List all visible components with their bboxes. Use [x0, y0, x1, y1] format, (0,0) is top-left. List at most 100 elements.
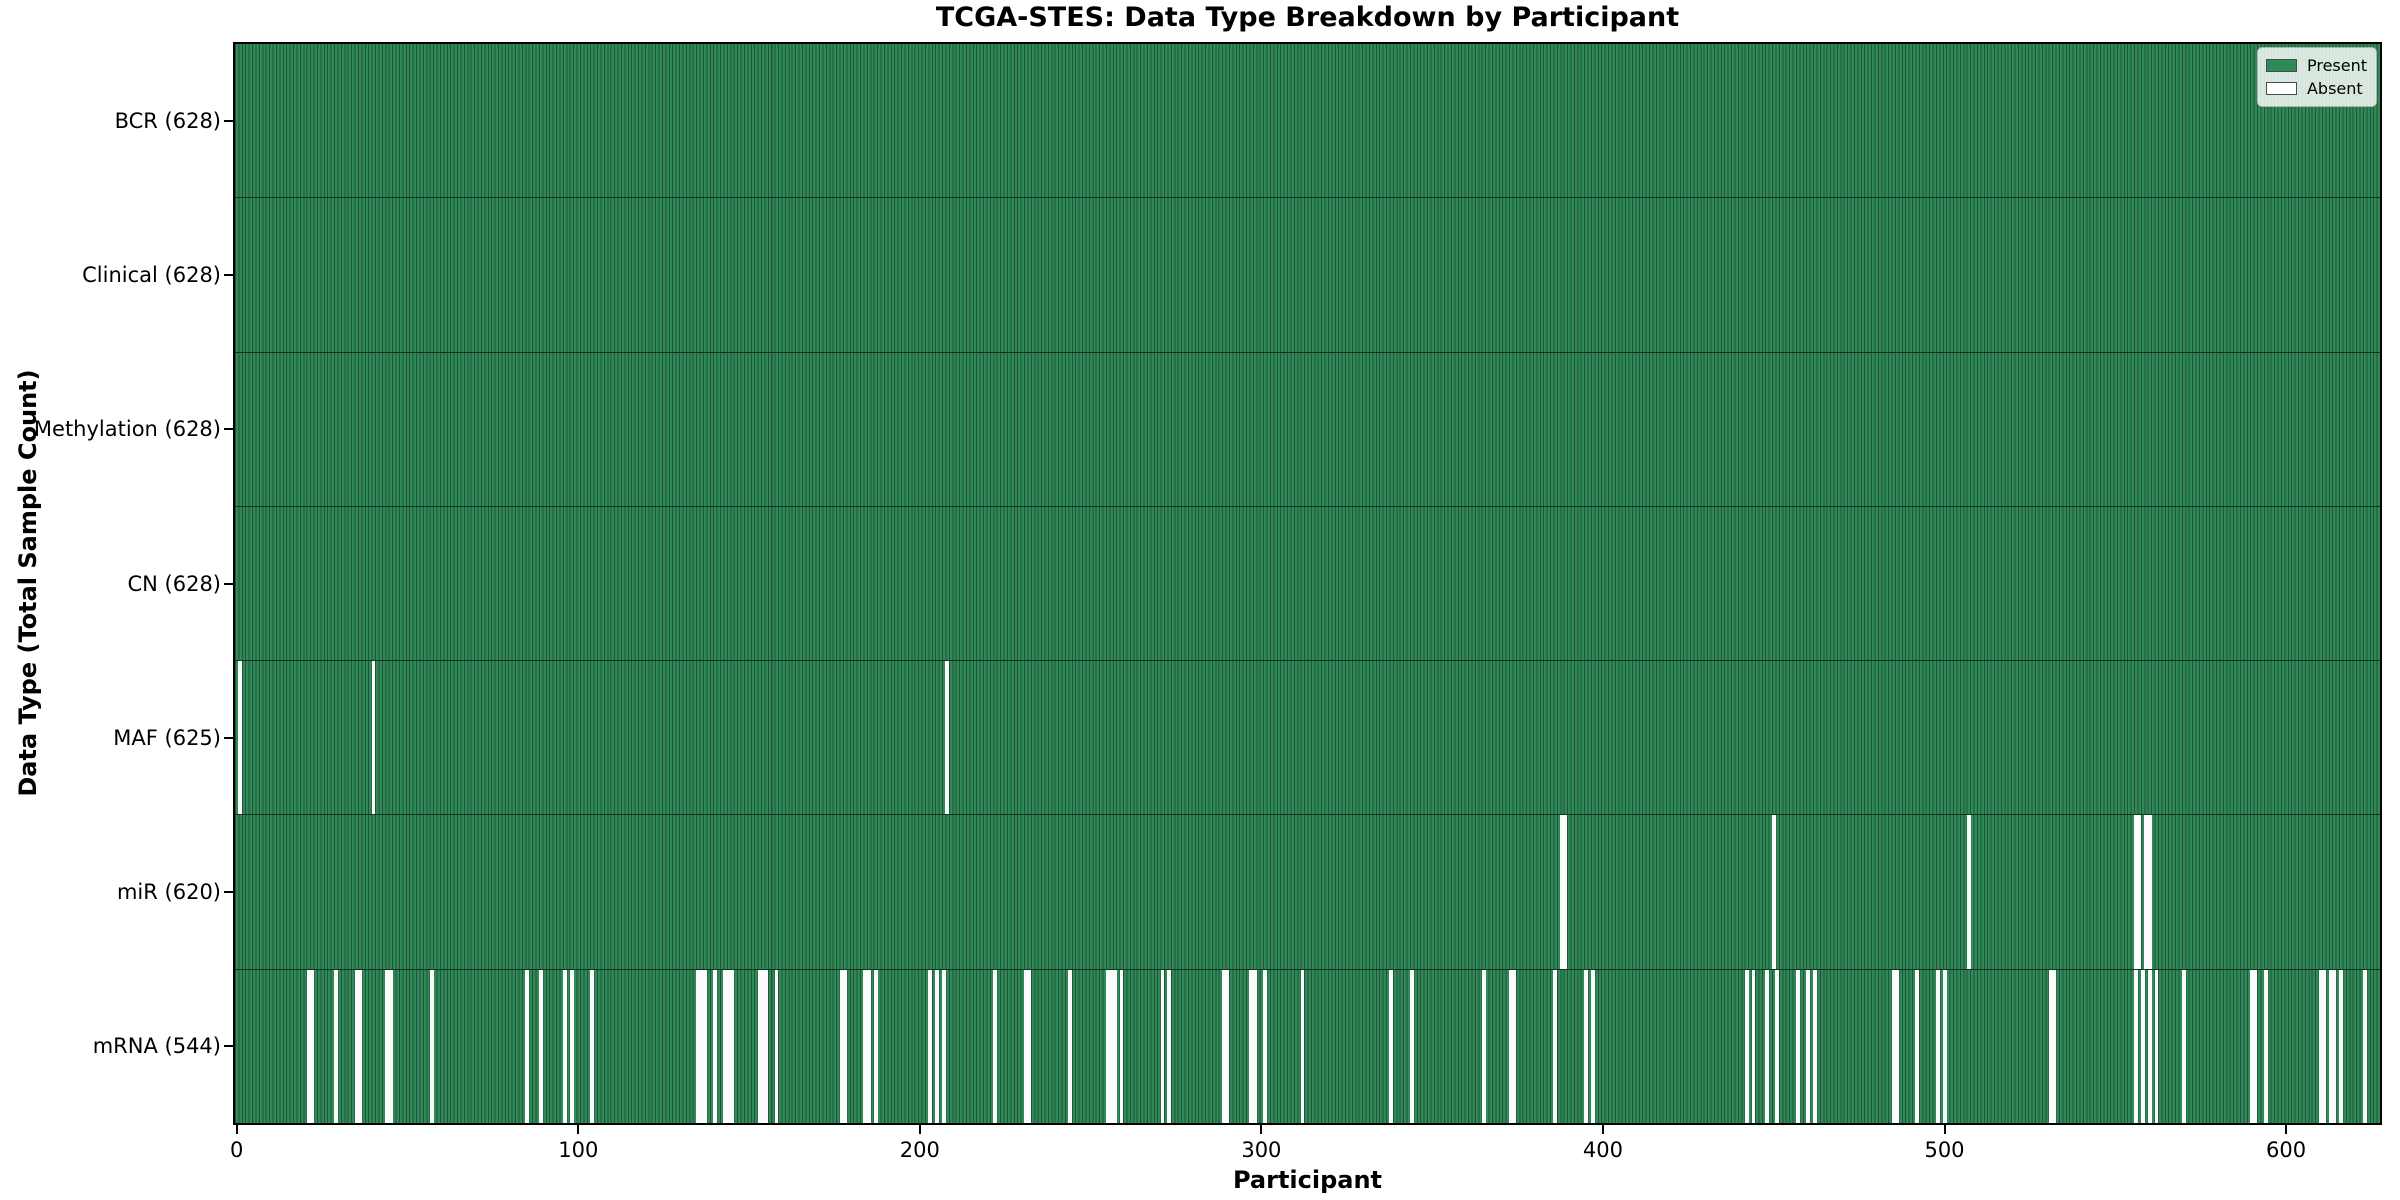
absent-gap [1775, 969, 1780, 1123]
absent-gap [310, 969, 314, 1123]
legend-label: Absent [2306, 79, 2363, 98]
absent-gap [2134, 969, 2138, 1123]
absent-gap [334, 969, 338, 1123]
absent-gap [761, 969, 765, 1123]
absent-gap [1891, 969, 1896, 1123]
absent-gap [429, 969, 434, 1123]
absent-gap [1560, 815, 1565, 969]
y-tick-mark [224, 890, 233, 893]
x-tick-label-500: 500 [1924, 1138, 1965, 1162]
absent-gap [538, 969, 543, 1123]
absent-gap [1112, 969, 1117, 1123]
absent-gap [1509, 969, 1513, 1123]
absent-gap [2137, 815, 2142, 969]
legend-label: Present [2306, 56, 2367, 75]
y-tick-mark [224, 274, 233, 277]
plot-area [233, 42, 2382, 1125]
absent-gap [569, 969, 574, 1123]
absent-gap [723, 969, 728, 1123]
absent-gap [1300, 969, 1305, 1123]
absent-gap [1590, 969, 1595, 1123]
row-bcr [235, 44, 2380, 198]
y-tick-label-mir: miR (620) [116, 879, 221, 904]
x-tick-label-600: 600 [2266, 1138, 2307, 1162]
x-tick-label-300: 300 [1241, 1138, 1282, 1162]
absent-gap [2250, 969, 2255, 1123]
absent-gap [2181, 969, 2186, 1123]
x-tick-mark [1601, 1125, 1604, 1134]
absent-gap [1942, 969, 1947, 1123]
row-mrna [235, 968, 2380, 1123]
absent-gap [1772, 815, 1776, 969]
absent-gap [1263, 969, 1267, 1123]
absent-gap [1584, 969, 1588, 1123]
row-methylation [235, 351, 2380, 506]
absent-gap [1806, 969, 1810, 1123]
absent-gap [2048, 969, 2053, 1123]
y-tick-label-methylation: Methylation (628) [33, 417, 221, 442]
absent-gap [1966, 815, 1971, 969]
absent-gap [1105, 969, 1110, 1123]
absent-gap [774, 969, 779, 1123]
absent-gap [757, 969, 762, 1123]
absent-gap [713, 969, 717, 1123]
absent-gap [2154, 969, 2159, 1123]
row-clinical [235, 197, 2380, 352]
absent-gap [1894, 969, 1899, 1123]
x-axis-label: Participant [1232, 1166, 1383, 1194]
absent-gap [385, 969, 390, 1123]
absent-gap [1744, 969, 1749, 1123]
absent-gap [699, 969, 704, 1123]
y-tick-label-cn: CN (628) [127, 571, 221, 596]
absent-gap [702, 969, 707, 1123]
absent-gap [2328, 969, 2333, 1123]
absent-gap [730, 969, 735, 1123]
absent-gap [1167, 969, 1172, 1123]
absent-gap [1389, 969, 1394, 1123]
absent-gap [1027, 969, 1032, 1123]
absent-gap [2147, 969, 2152, 1123]
absent-gap [1751, 969, 1756, 1123]
absent-gap [1481, 969, 1486, 1123]
row-cn [235, 505, 2380, 661]
y-tick-label-mrna: mRNA (544) [92, 1033, 221, 1058]
absent-gap [842, 969, 847, 1123]
absent-gap [2263, 969, 2268, 1123]
absent-gap [764, 969, 769, 1123]
absent-gap [2140, 969, 2145, 1123]
absent-gap [357, 969, 362, 1123]
absent-gap [1109, 969, 1114, 1123]
legend-entry-present: Present [2265, 54, 2367, 77]
absent-gap [2052, 969, 2056, 1123]
absent-gap [1563, 815, 1568, 969]
x-tick-mark [1260, 1125, 1263, 1134]
absent-gap [1915, 969, 1920, 1123]
absent-gap [1160, 969, 1165, 1123]
x-tick-mark [2285, 1125, 2288, 1134]
absent-gap [839, 969, 844, 1123]
absent-gap [726, 969, 731, 1123]
y-tick-mark [224, 120, 233, 123]
absent-gap [1225, 969, 1230, 1123]
absent-gap [388, 969, 393, 1123]
x-tick-label-200: 200 [899, 1138, 940, 1162]
absent-gap [2318, 969, 2323, 1123]
absent-gap [354, 969, 359, 1123]
y-tick-mark [224, 582, 233, 585]
absent-gap [2362, 969, 2367, 1123]
absent-gap [2144, 815, 2149, 969]
x-tick-mark [1943, 1125, 1946, 1134]
row-maf [235, 660, 2380, 815]
absent-gap [1252, 969, 1257, 1123]
y-tick-label-maf: MAF (625) [113, 725, 221, 750]
absent-gap [1024, 969, 1028, 1123]
legend: Present Absent [2256, 47, 2377, 107]
absent-gap [371, 661, 376, 815]
absent-gap [1765, 969, 1769, 1123]
legend-swatch-absent [2265, 82, 2297, 95]
absent-gap [2321, 969, 2326, 1123]
y-tick-mark [224, 428, 233, 431]
absent-gap [562, 969, 567, 1123]
absent-gap [863, 969, 868, 1123]
